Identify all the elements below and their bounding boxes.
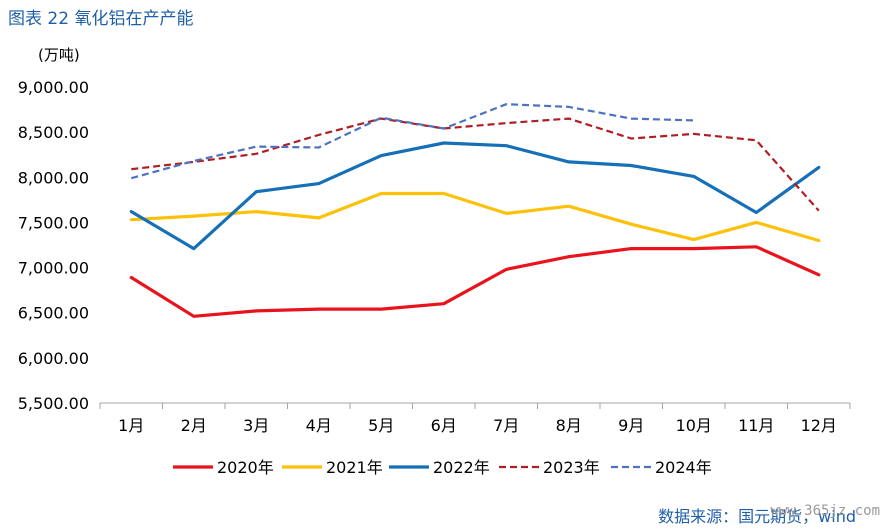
figure-title: 图表 22 氧化铝在产产能 (8, 9, 194, 29)
x-tick-label: 12月 (801, 416, 837, 435)
y-tick-label: 9,000.00 (18, 78, 89, 97)
x-tick-label: 2月 (181, 416, 207, 435)
y-tick-label: 6,500.00 (18, 304, 89, 323)
y-tick-label: 7,500.00 (18, 213, 89, 232)
x-tick-label: 11月 (738, 416, 774, 435)
series-line-2020年 (129, 245, 821, 318)
x-axis: 1月 2月 3月 4月 5月 6月 7月 8月 9月 10月 11月 12月 (99, 402, 851, 435)
series-line-2021年 (129, 191, 821, 243)
legend-label: 2020年 (217, 458, 274, 477)
series-line-2023年 (131, 117, 820, 212)
y-tick-label: 6,000.00 (18, 349, 89, 368)
data-source-note: 数据来源：国元期货，wind (658, 507, 856, 526)
x-tick-label: 9月 (618, 416, 644, 435)
y-tick-label: 5,500.00 (18, 394, 89, 413)
legend-label: 2023年 (543, 458, 600, 477)
legend: 2020年 2021年 2022年 2023年 2024年 (173, 458, 712, 477)
series-line-2024年 (131, 103, 694, 180)
x-tick-label: 7月 (493, 416, 519, 435)
x-tick-label: 3月 (243, 416, 269, 435)
x-tick-label: 8月 (556, 416, 582, 435)
y-tick-label: 8,500.00 (18, 123, 89, 142)
y-tick-label: 7,000.00 (18, 259, 89, 278)
legend-label: 2022年 (433, 458, 490, 477)
legend-label: 2021年 (326, 458, 383, 477)
x-tick-label: 5月 (368, 416, 394, 435)
series-lines (129, 103, 821, 318)
y-axis-label: (万吨) (38, 46, 80, 64)
x-tick-label: 6月 (431, 416, 457, 435)
x-tick-label: 10月 (676, 416, 712, 435)
watermark: www.365jz.com (770, 503, 880, 519)
series-line-2022年 (129, 141, 821, 251)
y-axis-ticks: 5,500.00 6,000.00 6,500.00 7,000.00 7,500.00… (18, 78, 89, 413)
y-tick-label: 8,000.00 (18, 168, 89, 187)
x-tick-label: 4月 (306, 416, 332, 435)
legend-label: 2024年 (655, 458, 712, 477)
x-tick-label: 1月 (118, 416, 144, 435)
